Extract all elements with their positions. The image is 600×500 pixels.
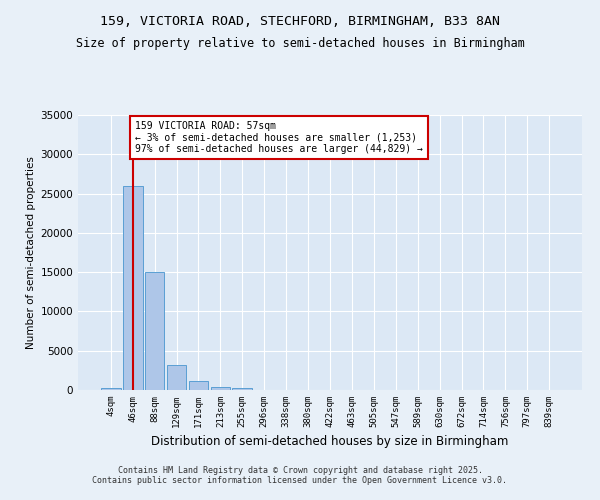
Bar [211, 387, 230, 390]
Y-axis label: Number of semi-detached properties: Number of semi-detached properties [26, 156, 36, 349]
Bar [232, 388, 252, 390]
Text: Size of property relative to semi-detached houses in Birmingham: Size of property relative to semi-detach… [76, 38, 524, 51]
Bar [123, 186, 143, 390]
Text: 159 VICTORIA ROAD: 57sqm
← 3% of semi-detached houses are smaller (1,253)
97% of: 159 VICTORIA ROAD: 57sqm ← 3% of semi-de… [135, 122, 423, 154]
X-axis label: Distribution of semi-detached houses by size in Birmingham: Distribution of semi-detached houses by … [151, 436, 509, 448]
Bar [188, 382, 208, 390]
Bar [101, 388, 121, 390]
Text: 159, VICTORIA ROAD, STECHFORD, BIRMINGHAM, B33 8AN: 159, VICTORIA ROAD, STECHFORD, BIRMINGHA… [100, 15, 500, 28]
Text: Contains HM Land Registry data © Crown copyright and database right 2025.
Contai: Contains HM Land Registry data © Crown c… [92, 466, 508, 485]
Bar [145, 272, 164, 390]
Bar [167, 365, 187, 390]
